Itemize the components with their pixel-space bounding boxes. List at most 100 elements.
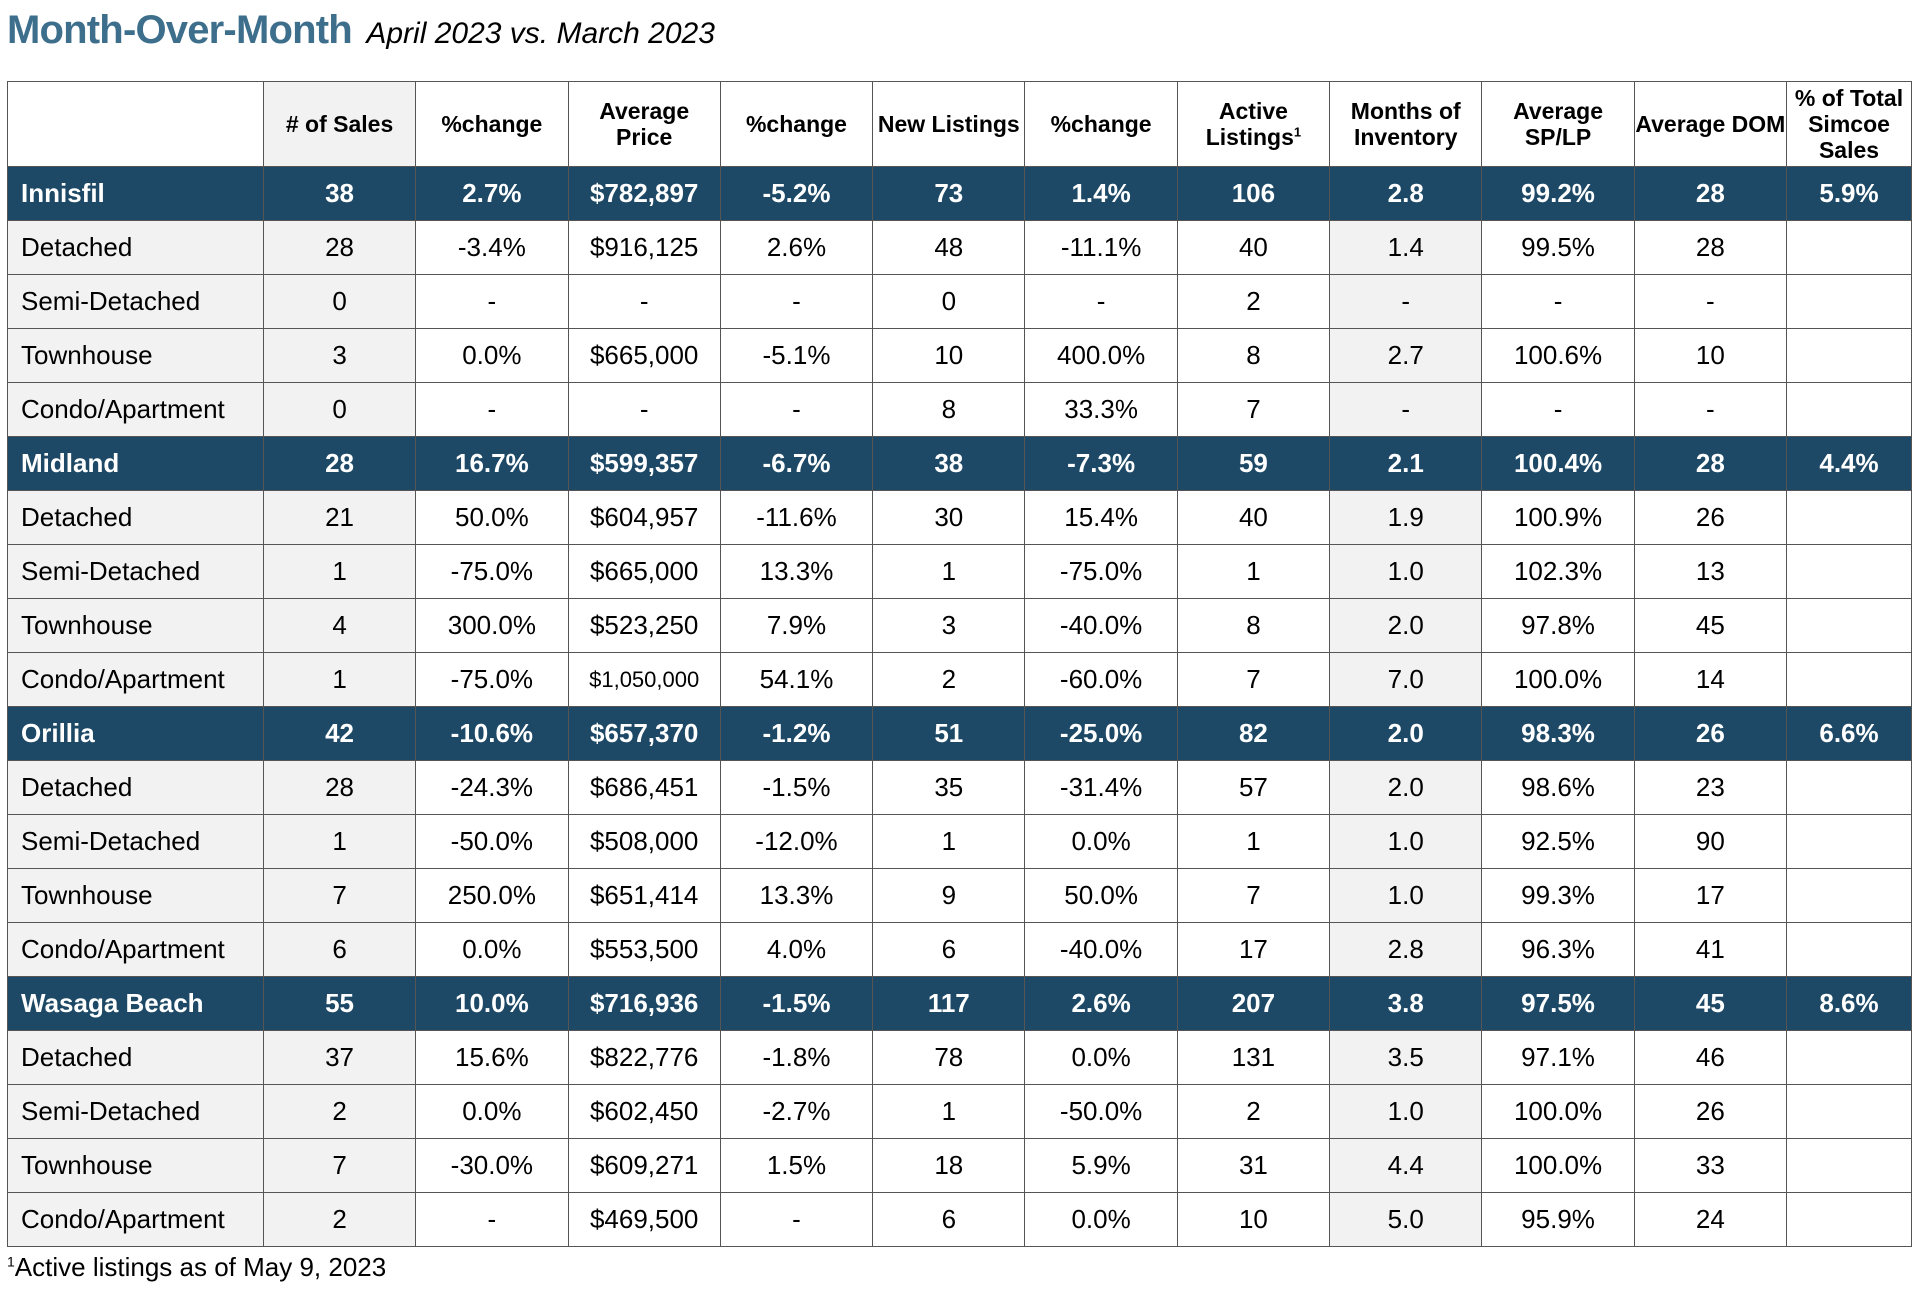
table-cell [1786, 598, 1912, 653]
table-cell: 300.0% [415, 598, 569, 653]
header-cell: Average Price [567, 81, 721, 167]
table-cell: 2.6% [1024, 976, 1178, 1031]
table-cell: 51 [872, 706, 1026, 761]
header-cell: Average SP/LP [1481, 81, 1635, 167]
table-cell: 2.7 [1329, 328, 1483, 383]
table-cell: 38 [872, 436, 1026, 491]
table-cell: 42 [262, 706, 417, 761]
row-label: Semi-Detached [7, 1084, 264, 1139]
table-cell: 28 [262, 436, 417, 491]
table-cell: - [719, 274, 874, 329]
table-cell [1786, 1084, 1912, 1139]
table-cell: 1.0 [1329, 814, 1483, 869]
table-cell: 97.1% [1481, 1030, 1635, 1085]
table-row: Semi-Detached 2 0.0% $602,450 -2.7% 1 -50.0% 2 1… [7, 1084, 1912, 1139]
table-cell: 97.8% [1481, 598, 1635, 653]
table-cell: -7.3% [1024, 436, 1178, 491]
table-cell: 100.6% [1481, 328, 1635, 383]
table-cell: 40 [1176, 490, 1331, 545]
table-cell: 2 [1176, 1084, 1331, 1139]
table-cell: 15.6% [415, 1030, 569, 1085]
table-cell: 5.9% [1024, 1138, 1178, 1193]
row-label: Wasaga Beach [7, 976, 264, 1031]
header-cell: %change [719, 81, 874, 167]
table-cell: 2.0 [1329, 598, 1483, 653]
table-cell: -50.0% [1024, 1084, 1178, 1139]
table-cell: 4.0% [719, 922, 874, 977]
table-cell: $782,897 [567, 166, 721, 221]
row-label: Townhouse [7, 598, 264, 653]
row-label: Townhouse [7, 1138, 264, 1193]
title-main: Month-Over-Month [7, 8, 353, 52]
table-cell: $609,271 [567, 1138, 721, 1193]
table-cell: 100.0% [1481, 652, 1635, 707]
table-cell: 13.3% [719, 868, 874, 923]
table-cell: - [415, 274, 569, 329]
table-cell: 35 [872, 760, 1026, 815]
table-cell: 131 [1176, 1030, 1331, 1085]
row-label: Detached [7, 1030, 264, 1085]
table-cell: $657,370 [567, 706, 721, 761]
table-cell [1786, 490, 1912, 545]
table-cell: 8 [1176, 598, 1331, 653]
table-row: Semi-Detached 0- - -0-2- - - [7, 274, 1912, 329]
table-cell [1786, 544, 1912, 599]
table-cell: 38 [262, 166, 417, 221]
table-cell: 90 [1633, 814, 1788, 869]
table-cell: 24 [1633, 1192, 1788, 1247]
month-over-month-table: # of Sales %change Average Price %change… [7, 81, 1912, 1247]
table-cell: 100.0% [1481, 1084, 1635, 1139]
table-cell: 0 [262, 382, 417, 437]
footnote: 1Active listings as of May 9, 2023 [7, 1252, 386, 1283]
table-cell: 2.0 [1329, 760, 1483, 815]
table-cell: 13 [1633, 544, 1788, 599]
table-cell: 1 [872, 544, 1026, 599]
table-cell: 98.3% [1481, 706, 1635, 761]
table-cell: 2.7% [415, 166, 569, 221]
table-cell: 2.8 [1329, 166, 1483, 221]
table-cell: -1.2% [719, 706, 874, 761]
table-cell: 26 [1633, 490, 1788, 545]
table-cell: -75.0% [415, 652, 569, 707]
table-row: Condo/Apartment 1 -75.0% $1,050,000 54.1% 2 -6… [7, 652, 1912, 707]
header-label: Active Listings [1205, 98, 1294, 150]
header-cell: %change [1024, 81, 1178, 167]
table-cell: 45 [1633, 976, 1788, 1031]
table-cell: 2.0 [1329, 706, 1483, 761]
table-cell: $916,125 [567, 220, 721, 275]
table-cell: 100.0% [1481, 1138, 1635, 1193]
row-label: Townhouse [7, 868, 264, 923]
table-row: Townhouse 4 300.0% $523,250 7.9% 3 -40.0% 8 2.0 9… [7, 598, 1912, 653]
table-cell: 8.6% [1786, 976, 1912, 1031]
table-cell: 2.1 [1329, 436, 1483, 491]
table-cell: -6.7% [719, 436, 874, 491]
row-label: Detached [7, 490, 264, 545]
row-label: Orillia [7, 706, 264, 761]
table-cell: 2 [1176, 274, 1331, 329]
table-cell: -40.0% [1024, 598, 1178, 653]
table-cell: 1 [1176, 814, 1331, 869]
table-cell: 10 [1633, 328, 1788, 383]
table-cell: 1 [262, 652, 417, 707]
table-cell: 7.9% [719, 598, 874, 653]
table-cell: -60.0% [1024, 652, 1178, 707]
table-row: Detached 28 -24.3% $686,451 -1.5% 35 -31.4% 57 2… [7, 760, 1912, 815]
table-cell: 7 [262, 868, 417, 923]
table-cell: $716,936 [567, 976, 721, 1031]
table-cell: 117 [872, 976, 1026, 1031]
table-cell: 8 [872, 382, 1026, 437]
table-cell: 14 [1633, 652, 1788, 707]
table-cell: 5.9% [1786, 166, 1912, 221]
city-summary-row: Innisfil 38 2.7% $782,897 -5.2% 73 1.4% 106 2.8 9… [7, 166, 1912, 221]
table-cell: 3 [872, 598, 1026, 653]
table-cell: 48 [872, 220, 1026, 275]
table-row: Townhouse 7 -30.0% $609,271 1.5% 18 5.9% 31 4.4 1… [7, 1138, 1912, 1193]
table-cell: 16.7% [415, 436, 569, 491]
table-cell: 2.8 [1329, 922, 1483, 977]
row-label: Semi-Detached [7, 274, 264, 329]
table-cell: 100.4% [1481, 436, 1635, 491]
table-cell: $599,357 [567, 436, 721, 491]
table-cell: -3.4% [415, 220, 569, 275]
table-cell: 28 [1633, 436, 1788, 491]
table-cell: 54.1% [719, 652, 874, 707]
